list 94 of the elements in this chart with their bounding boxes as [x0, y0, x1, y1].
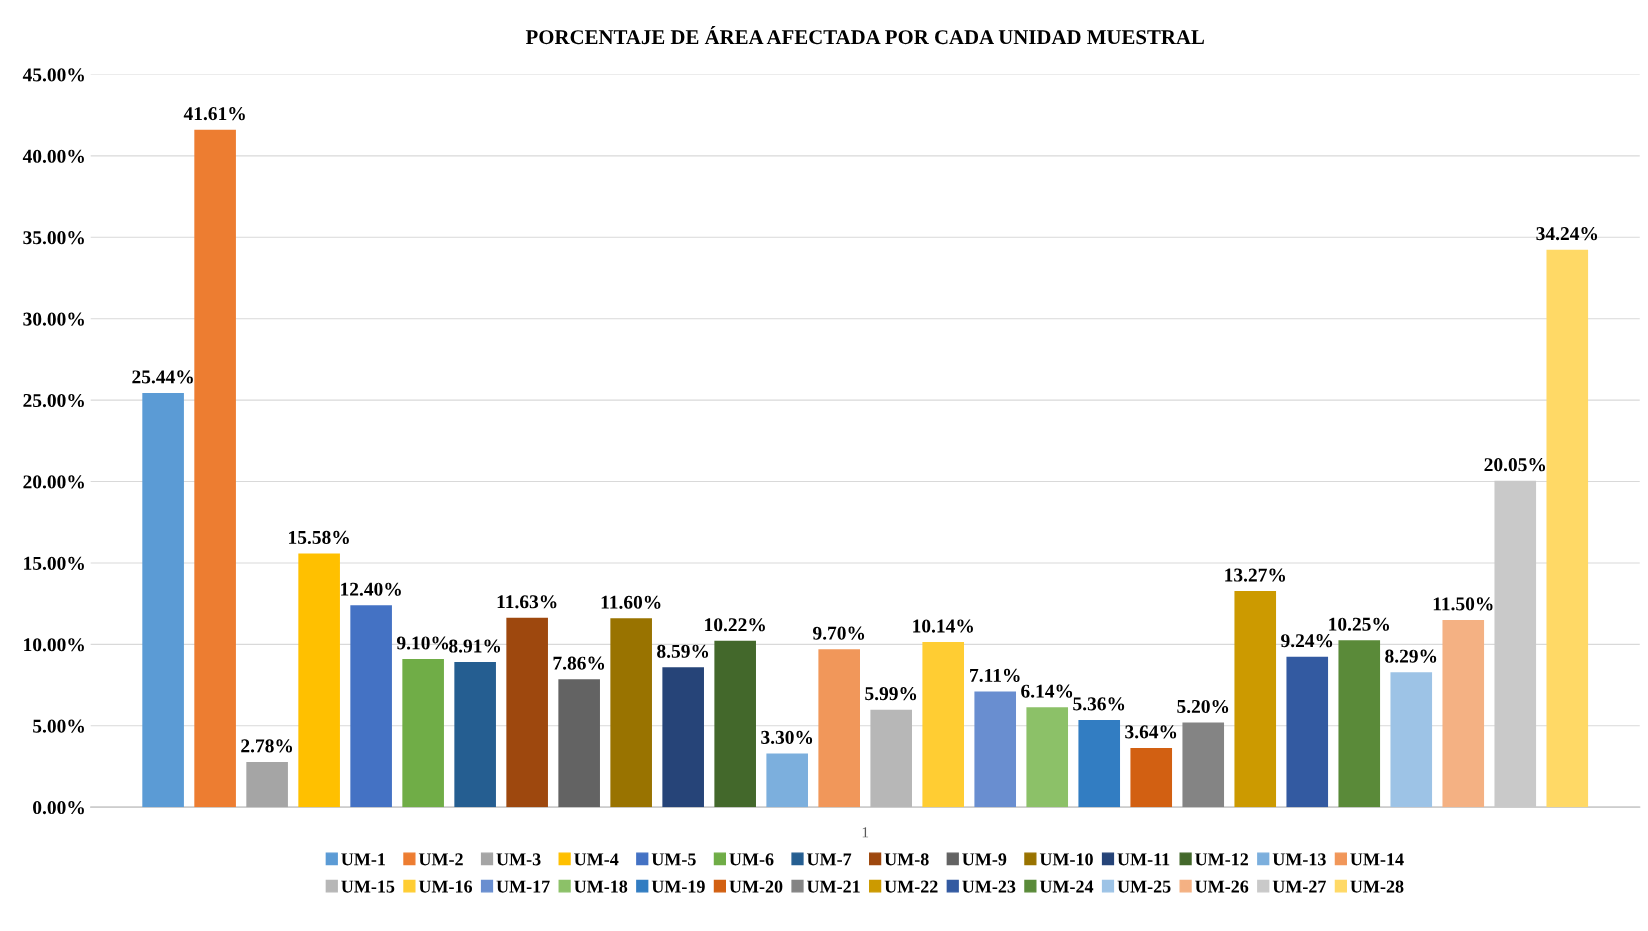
- bar: [1390, 672, 1433, 808]
- bar: [818, 649, 860, 808]
- legend-label: UM-22: [884, 880, 938, 893]
- legend-label: UM-3: [496, 853, 541, 866]
- bar: [402, 659, 444, 808]
- bar: [1286, 656, 1329, 808]
- legend-label: UM-1: [341, 853, 385, 866]
- x-tick-label: 1: [862, 827, 869, 838]
- bar: [194, 129, 236, 808]
- y-tick-label: 0.00%: [33, 800, 84, 815]
- legend-label: UM-25: [1117, 880, 1171, 893]
- data-label: 9.24%: [1281, 634, 1333, 648]
- data-label: 6.14%: [1021, 684, 1073, 698]
- legend-label: UM-9: [962, 853, 1007, 866]
- legend-label: UM-23: [962, 880, 1016, 893]
- legend-label: UM-26: [1195, 880, 1249, 893]
- bar: [298, 553, 340, 808]
- bar: [1182, 722, 1225, 808]
- data-label: 5.99%: [865, 687, 917, 701]
- data-label: 11.50%: [1433, 597, 1493, 611]
- chart-title: PORCENTAJE DE ÁREA AFECTADA POR CADA UNIDAD MUESTRAL: [525, 26, 1204, 45]
- bar: [1078, 719, 1121, 808]
- bar: [506, 617, 548, 808]
- bar: [1234, 591, 1277, 808]
- bar: [1130, 747, 1173, 808]
- y-tick-label: 45.00%: [22, 68, 84, 82]
- legend-label: UM-8: [884, 853, 929, 866]
- legend-label: UM-5: [651, 853, 696, 866]
- bar: [974, 691, 1017, 808]
- legend-label: UM-13: [1272, 853, 1326, 866]
- data-label: 2.78%: [241, 739, 293, 753]
- data-label: 8.59%: [657, 644, 709, 658]
- bar: [454, 662, 496, 808]
- legend-label: UM-18: [574, 880, 628, 893]
- legend-label: UM-17: [496, 880, 550, 893]
- data-label: 10.22%: [705, 618, 765, 632]
- data-label: 9.10%: [396, 636, 449, 650]
- legend-label: UM-4: [574, 853, 619, 866]
- legend-label: UM-2: [418, 853, 463, 866]
- data-label: 5.20%: [1177, 699, 1229, 714]
- y-tick-label: 5.00%: [33, 719, 84, 733]
- data-label: 8.29%: [1385, 649, 1437, 663]
- data-label: 11.63%: [497, 595, 557, 609]
- legend-label: UM-10: [1039, 853, 1093, 866]
- y-tick-label: 40.00%: [22, 149, 84, 163]
- legend-label: UM-16: [418, 880, 473, 893]
- legend-label: UM-7: [806, 853, 852, 866]
- data-label: 41.61%: [183, 107, 245, 121]
- bar: [350, 605, 392, 808]
- y-tick-label: 15.00%: [24, 556, 84, 570]
- bar: [246, 761, 288, 808]
- bar: [1442, 619, 1485, 808]
- y-tick-label: 20.00%: [23, 475, 84, 489]
- data-label: 7.11%: [970, 668, 1020, 682]
- bar: [142, 392, 184, 808]
- data-label: 34.24%: [1536, 227, 1598, 241]
- data-label: 5.36%: [1073, 697, 1125, 711]
- legend-label: UM-14: [1350, 853, 1404, 866]
- data-label: 15.58%: [289, 530, 349, 545]
- legend-label: UM-28: [1350, 880, 1404, 893]
- data-label: 11.60%: [601, 595, 661, 609]
- data-label: 13.27%: [1225, 568, 1286, 582]
- legend-label: UM-12: [1195, 853, 1249, 866]
- bar: [714, 640, 756, 808]
- data-label: 9.70%: [812, 626, 865, 640]
- legend-label: UM-15: [341, 880, 395, 893]
- legend-label: UM-24: [1039, 880, 1094, 893]
- legend-label: UM-27: [1272, 880, 1326, 893]
- bar: [1338, 640, 1381, 808]
- data-label: 7.86%: [553, 656, 605, 670]
- y-tick-label: 30.00%: [23, 312, 84, 326]
- legend-label: UM-19: [651, 880, 705, 893]
- bar: [610, 618, 652, 808]
- data-label: 3.64%: [1125, 725, 1177, 739]
- data-label: 12.40%: [341, 582, 401, 596]
- y-tick-label: 10.00%: [24, 638, 84, 652]
- bar: [922, 642, 965, 808]
- bar: [1546, 249, 1589, 808]
- data-label: 10.14%: [913, 619, 973, 633]
- legend-label: UM-20: [729, 880, 783, 893]
- y-tick-label: 25.00%: [23, 393, 84, 408]
- data-label: 3.30%: [761, 730, 813, 745]
- legend-label: UM-21: [806, 880, 860, 893]
- bar: [1026, 707, 1069, 808]
- data-label: 25.44%: [132, 370, 193, 384]
- legend-label: UM-11: [1117, 853, 1170, 866]
- data-label: 8.91%: [449, 639, 501, 653]
- data-label: 10.25%: [1329, 617, 1390, 631]
- data-label: 20.05%: [1484, 458, 1546, 472]
- bar: [558, 679, 600, 808]
- bar: [662, 667, 704, 808]
- y-tick-label: 35.00%: [23, 231, 84, 245]
- bar: [766, 753, 808, 808]
- legend-label: UM-6: [729, 853, 774, 866]
